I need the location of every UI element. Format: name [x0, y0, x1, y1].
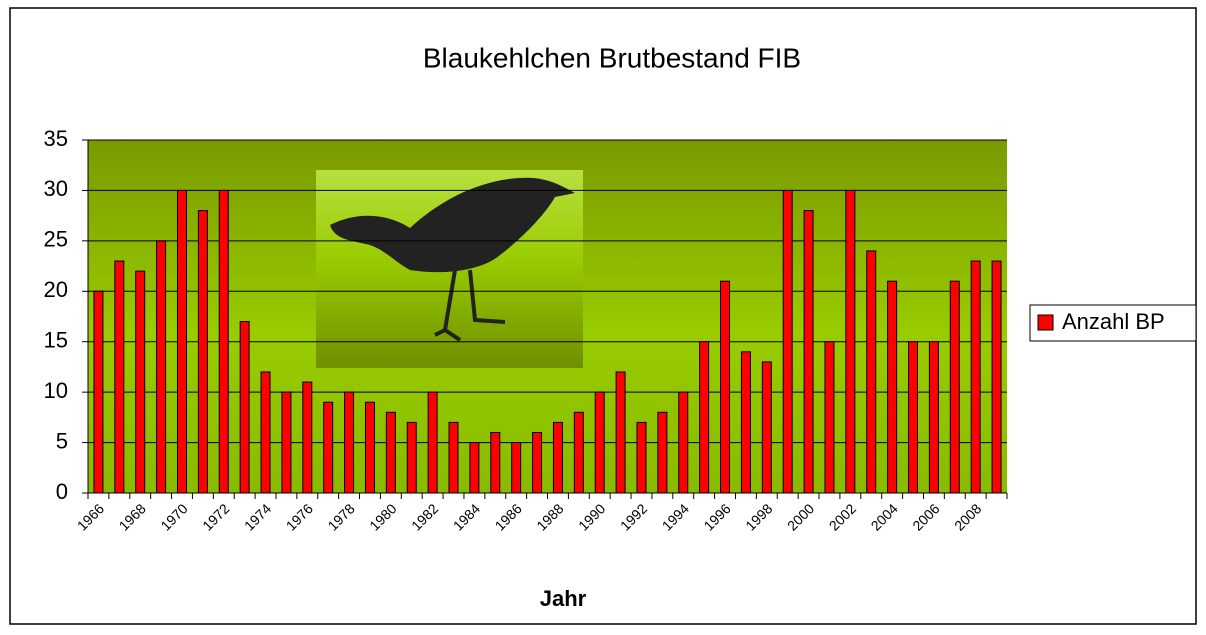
- bar: [574, 412, 583, 493]
- bar: [637, 422, 646, 493]
- bar: [950, 281, 959, 493]
- bar: [658, 412, 667, 493]
- chart-title: Blaukehlchen Brutbestand FIB: [423, 42, 801, 73]
- bar: [115, 261, 124, 493]
- bar: [825, 342, 834, 493]
- bar: [679, 392, 688, 493]
- bar: [929, 342, 938, 493]
- y-tick-label: 25: [44, 227, 68, 252]
- bar: [428, 392, 437, 493]
- bar: [888, 281, 897, 493]
- legend-swatch: [1038, 315, 1053, 330]
- bar: [136, 271, 145, 493]
- bar: [867, 251, 876, 493]
- bar: [324, 402, 333, 493]
- legend: Anzahl BP: [1030, 305, 1196, 341]
- bar: [261, 372, 270, 493]
- bar: [177, 190, 186, 493]
- bar: [992, 261, 1001, 493]
- bar: [533, 432, 542, 493]
- chart: Blaukehlchen Brutbestand FIB Jahr Anzahl…: [0, 0, 1206, 635]
- bar: [909, 342, 918, 493]
- legend-label: Anzahl BP: [1062, 309, 1165, 334]
- bar: [700, 342, 709, 493]
- y-tick-label: 35: [44, 126, 68, 151]
- bar: [219, 190, 228, 493]
- y-tick-label: 20: [44, 277, 68, 302]
- bar: [449, 422, 458, 493]
- bar: [386, 412, 395, 493]
- bar: [553, 422, 562, 493]
- bar: [240, 322, 249, 493]
- bar: [491, 432, 500, 493]
- bar: [198, 211, 207, 493]
- bar: [741, 352, 750, 493]
- y-tick-label: 5: [56, 428, 68, 453]
- y-tick-label: 15: [44, 328, 68, 353]
- y-tick-label: 10: [44, 378, 68, 403]
- bar: [762, 362, 771, 493]
- bird-picture: [316, 170, 583, 368]
- y-tick-label: 30: [44, 176, 68, 201]
- x-axis-title: Jahr: [540, 586, 587, 611]
- bar: [365, 402, 374, 493]
- bar: [783, 190, 792, 493]
- bar: [470, 443, 479, 493]
- bar: [282, 392, 291, 493]
- bar: [407, 422, 416, 493]
- bar: [157, 241, 166, 493]
- bar: [616, 372, 625, 493]
- bar: [303, 382, 312, 493]
- y-tick-label: 0: [56, 479, 68, 504]
- bar: [804, 211, 813, 493]
- bar: [721, 281, 730, 493]
- bar: [345, 392, 354, 493]
- bar: [846, 190, 855, 493]
- bar: [512, 443, 521, 493]
- bar: [595, 392, 604, 493]
- bar: [94, 291, 103, 493]
- bar: [971, 261, 980, 493]
